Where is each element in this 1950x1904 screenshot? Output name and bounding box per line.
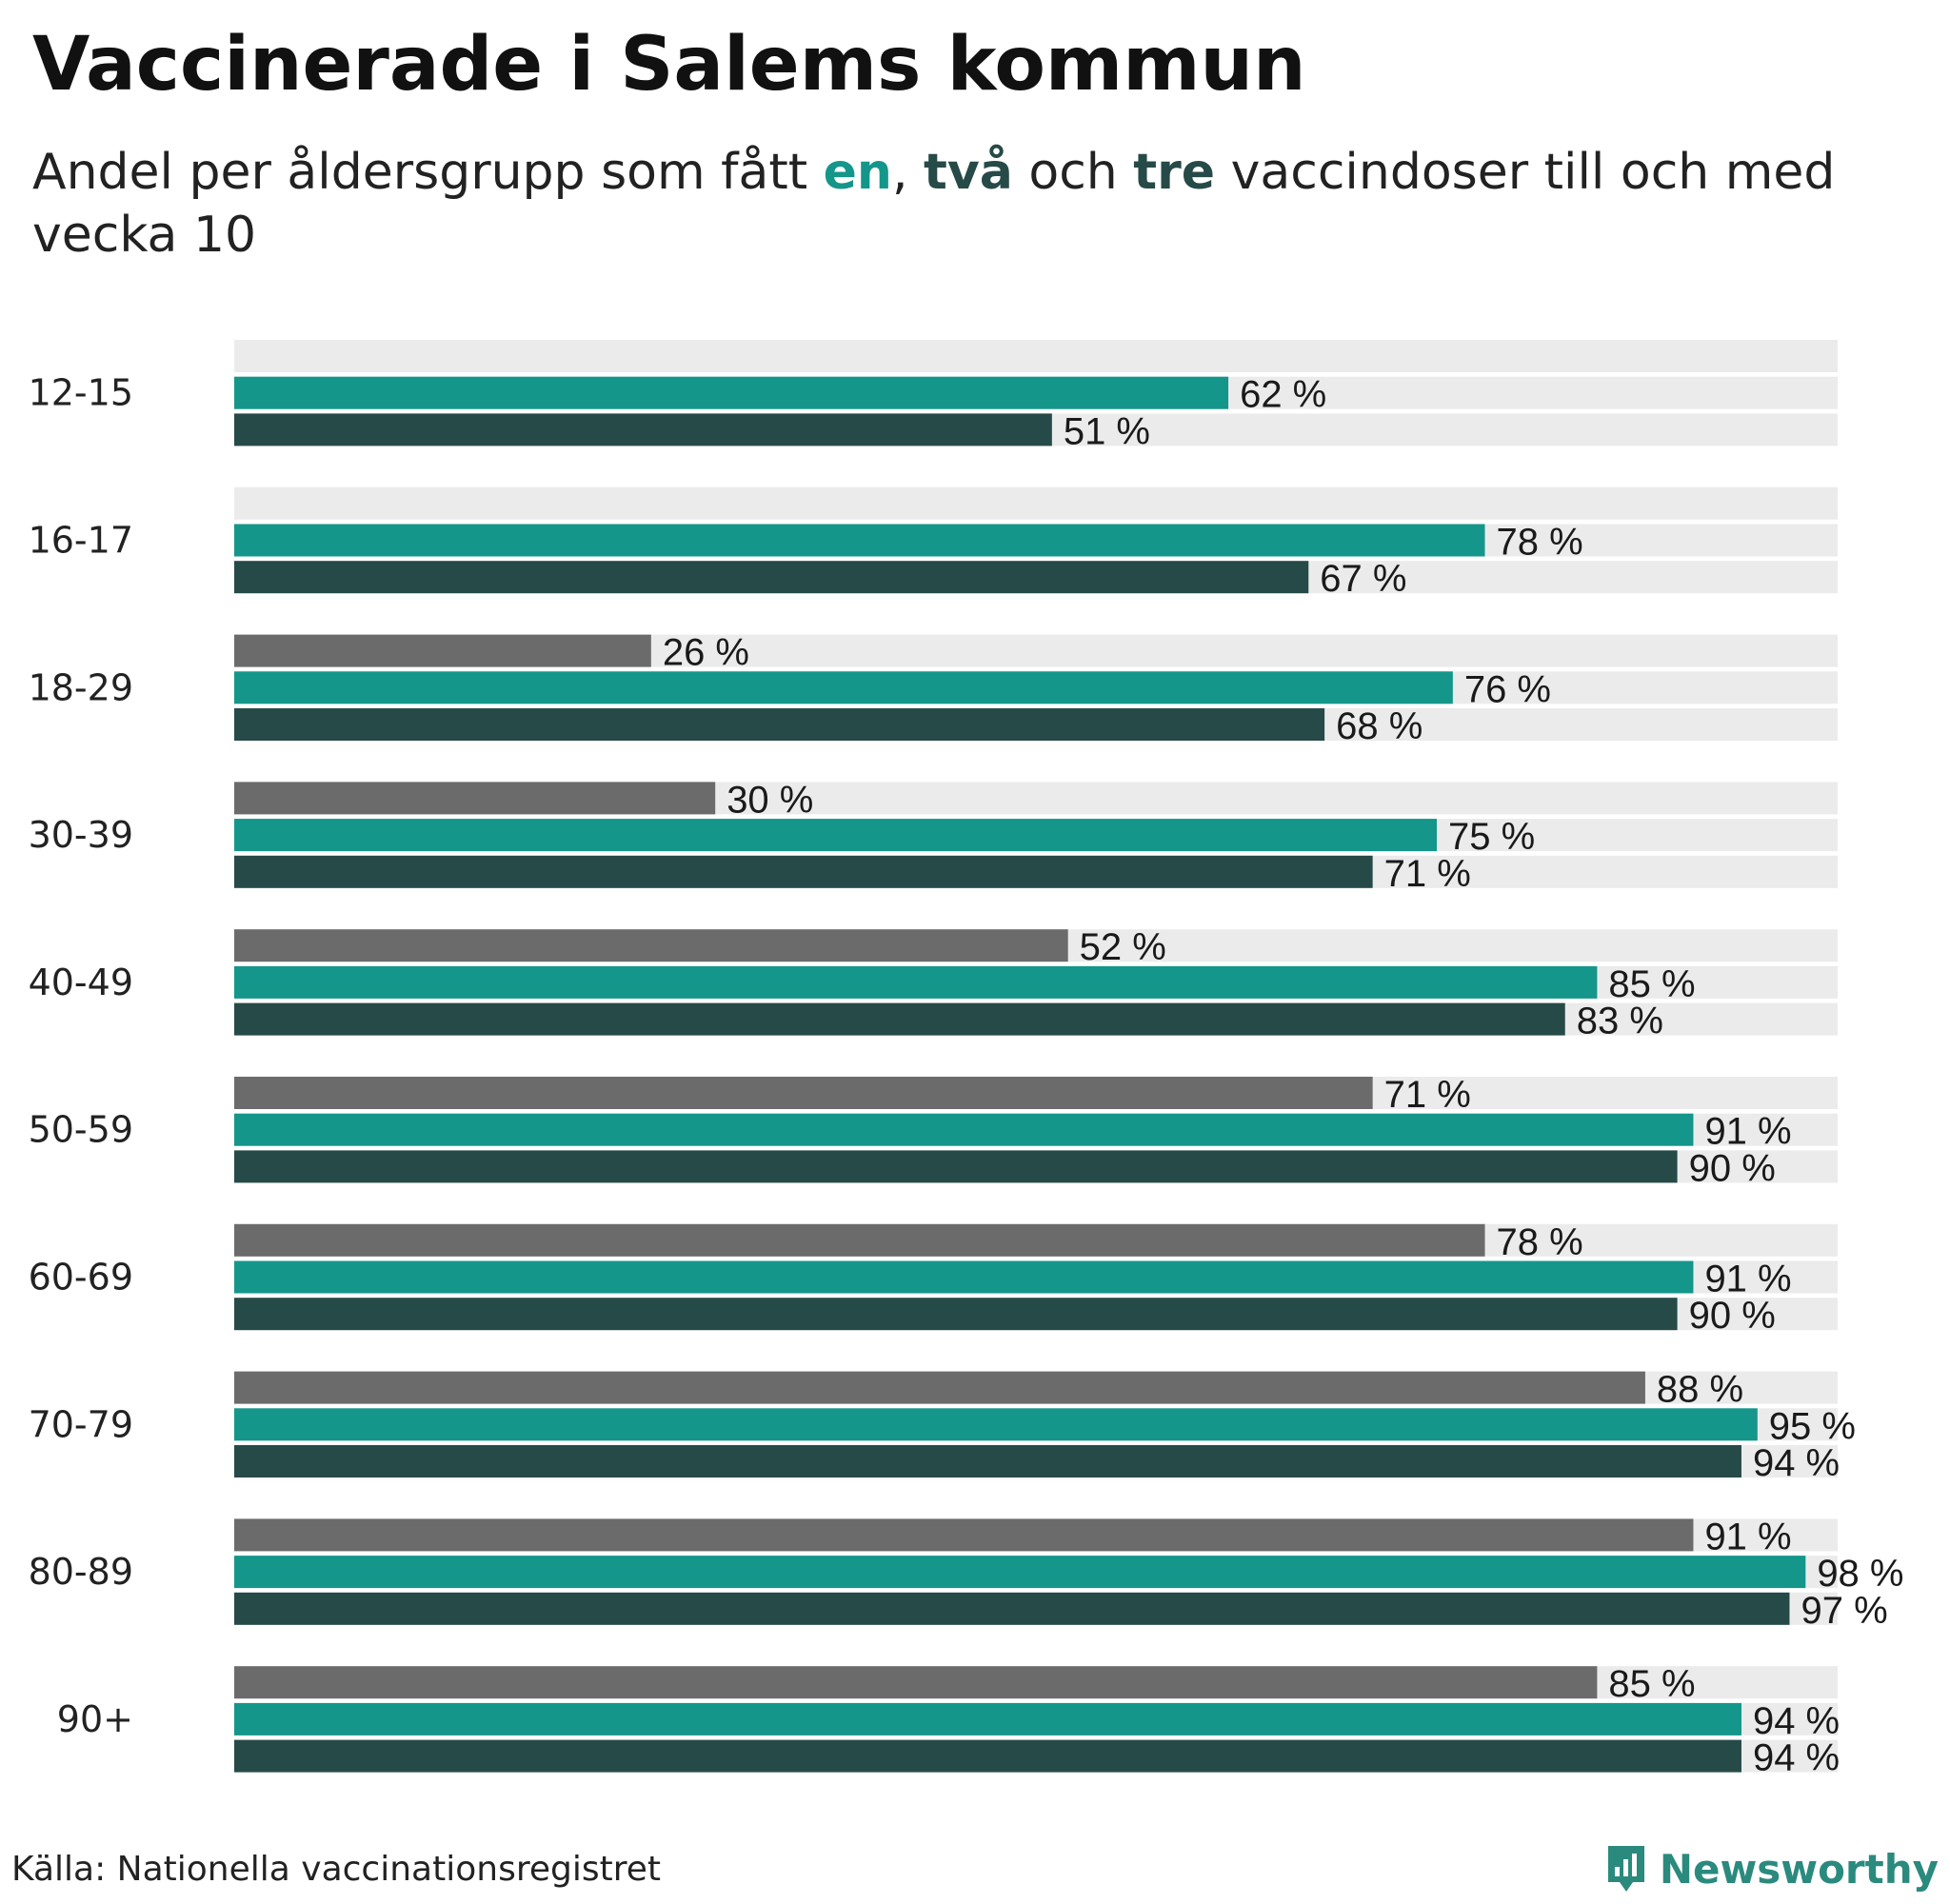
bar-en-90+ [234, 1702, 1741, 1735]
bar-två-12-15 [234, 413, 1052, 446]
category-label-40-49: 40-49 [29, 962, 133, 1003]
bar-två-50-59 [234, 1150, 1678, 1183]
category-label-60-69: 60-69 [29, 1257, 133, 1299]
brand-name: Newsworthy [1659, 1845, 1939, 1893]
bar-tre-50-59 [234, 1077, 1373, 1109]
value-label-tre-80-89: 91 % [1704, 1516, 1791, 1557]
subtitle-suffix: vaccindoser till och med vecka 10 [32, 144, 1836, 264]
value-label-en-18-29: 76 % [1464, 668, 1551, 710]
source-note: Källa: Nationella vaccinationsregistret [11, 1850, 661, 1889]
value-label-en-40-49: 85 % [1608, 963, 1695, 1005]
category-label-80-89: 80-89 [29, 1551, 133, 1593]
value-label-en-12-15: 62 % [1240, 374, 1326, 416]
category-label-30-39: 30-39 [29, 814, 133, 856]
value-label-en-90+: 94 % [1753, 1700, 1840, 1742]
subtitle-sep2: och [1012, 144, 1134, 201]
brand-logo-block: Newsworthy [1604, 1835, 1939, 1902]
bar-två-60-69 [234, 1298, 1678, 1331]
value-label-tre-30-39: 30 % [726, 779, 813, 821]
bar-en-60-69 [234, 1260, 1694, 1294]
bar-två-80-89 [234, 1592, 1790, 1625]
value-label-två-16-17: 67 % [1320, 558, 1406, 600]
subtitle-sep1: , [891, 144, 925, 201]
value-label-en-16-17: 78 % [1497, 522, 1583, 564]
bar-en-16-17 [234, 524, 1485, 557]
category-label-90+: 90+ [57, 1698, 133, 1740]
bar-två-90+ [234, 1739, 1741, 1773]
bar-en-50-59 [234, 1113, 1694, 1146]
value-label-en-30-39: 75 % [1448, 816, 1535, 858]
value-label-tre-60-69: 78 % [1497, 1221, 1583, 1263]
bar-tre-70-79 [234, 1371, 1645, 1404]
bar-en-40-49 [234, 965, 1598, 999]
bar-en-80-89 [234, 1556, 1806, 1589]
bar-tre-30-39 [234, 782, 716, 815]
value-label-tre-90+: 85 % [1608, 1663, 1695, 1705]
bar-en-12-15 [234, 376, 1229, 409]
subtitle-en: en [823, 144, 892, 201]
value-label-tre-70-79: 88 % [1657, 1369, 1743, 1411]
value-label-två-90+: 94 % [1753, 1737, 1840, 1779]
bar-tre-80-89 [234, 1518, 1694, 1552]
subtitle-tva: två [924, 144, 1013, 201]
bar-en-30-39 [234, 819, 1437, 852]
value-label-en-80-89: 98 % [1817, 1553, 1903, 1595]
bar-tre-18-29 [234, 634, 651, 667]
category-label-50-59: 50-59 [29, 1109, 133, 1151]
chart-subtitle: Andel per åldersgrupp som fått en, två o… [32, 141, 1899, 267]
subtitle-prefix: Andel per åldersgrupp som fått [32, 144, 824, 201]
bar-en-70-79 [234, 1408, 1758, 1441]
bar-två-40-49 [234, 1002, 1565, 1036]
value-label-tre-40-49: 52 % [1080, 926, 1166, 968]
value-label-två-50-59: 90 % [1689, 1147, 1776, 1189]
value-label-tre-18-29: 26 % [663, 632, 749, 674]
chart-title: Vaccinerade i Salems kommun [32, 22, 1306, 108]
value-label-två-18-29: 68 % [1336, 705, 1423, 747]
bar-track [234, 340, 1838, 372]
category-label-70-79: 70-79 [29, 1403, 133, 1445]
value-label-en-60-69: 91 % [1704, 1259, 1791, 1300]
value-label-två-40-49: 83 % [1577, 1001, 1663, 1042]
bar-två-30-39 [234, 855, 1373, 888]
bar-track [234, 486, 1838, 520]
category-label-12-15: 12-15 [29, 372, 133, 414]
newsworthy-logo-icon [1607, 1846, 1644, 1892]
subtitle-tre: tre [1133, 144, 1216, 201]
value-label-tre-50-59: 71 % [1384, 1074, 1471, 1116]
value-label-en-70-79: 95 % [1769, 1405, 1856, 1447]
value-label-två-12-15: 51 % [1064, 410, 1150, 452]
bar-en-18-29 [234, 671, 1453, 704]
bar-två-16-17 [234, 561, 1309, 594]
bar-två-18-29 [234, 708, 1325, 741]
bar-tre-90+ [234, 1666, 1598, 1699]
value-label-två-60-69: 90 % [1689, 1295, 1776, 1337]
value-label-två-80-89: 97 % [1801, 1590, 1887, 1632]
value-label-en-50-59: 91 % [1704, 1111, 1791, 1153]
value-label-två-70-79: 94 % [1753, 1442, 1840, 1484]
bar-två-70-79 [234, 1445, 1741, 1478]
bar-tre-40-49 [234, 929, 1068, 962]
value-label-två-30-39: 71 % [1384, 853, 1471, 895]
bar-tre-60-69 [234, 1223, 1485, 1257]
category-label-18-29: 18-29 [29, 666, 133, 708]
category-label-16-17: 16-17 [29, 520, 133, 562]
